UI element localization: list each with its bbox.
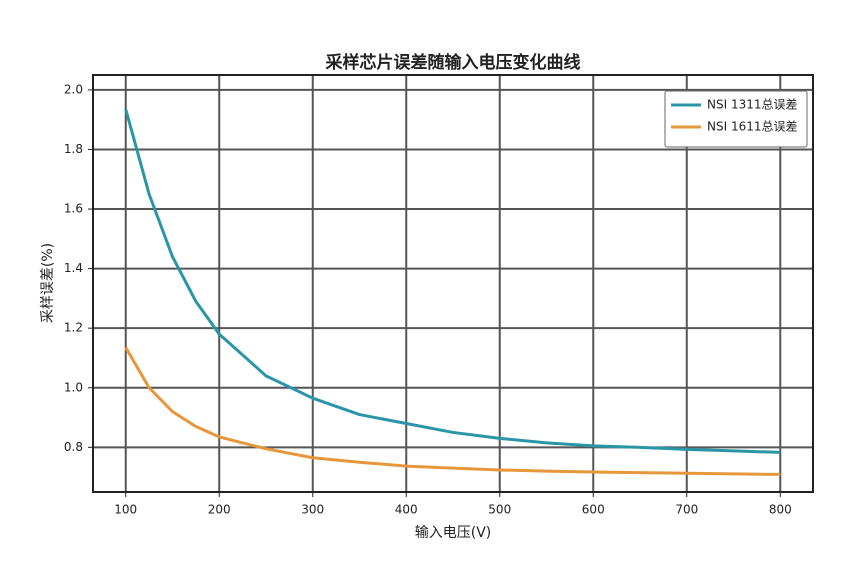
- y-tick-label: 1.2: [64, 321, 83, 335]
- x-tick-label: 400: [395, 503, 418, 517]
- legend-label: NSI 1311总误差: [707, 98, 798, 112]
- plot-frame: [92, 74, 814, 493]
- y-axis-label: 采样误差(%): [40, 243, 56, 323]
- y-tick-label: 0.8: [64, 440, 83, 454]
- x-tick-label: 100: [114, 503, 137, 517]
- series-line: [124, 346, 781, 476]
- series-line: [124, 108, 781, 454]
- x-tick-label: 200: [208, 503, 231, 517]
- y-tick-label: 1.0: [64, 380, 83, 394]
- legend-label: NSI 1611总误差: [707, 120, 798, 134]
- x-tick-label: 300: [301, 503, 324, 517]
- y-tick-label: 1.4: [64, 261, 83, 275]
- x-tick-label: 800: [769, 503, 792, 517]
- x-tick-label: 500: [488, 503, 511, 517]
- x-tick-label: 600: [582, 503, 605, 517]
- y-tick-label: 2.0: [64, 82, 83, 96]
- chart-title: 采样芯片误差随输入电压变化曲线: [325, 52, 581, 73]
- y-tick-label: 1.6: [64, 202, 83, 216]
- y-tick-label: 1.8: [64, 142, 83, 156]
- x-tick-label: 700: [675, 503, 698, 517]
- x-axis-label: 输入电压(V): [415, 525, 492, 541]
